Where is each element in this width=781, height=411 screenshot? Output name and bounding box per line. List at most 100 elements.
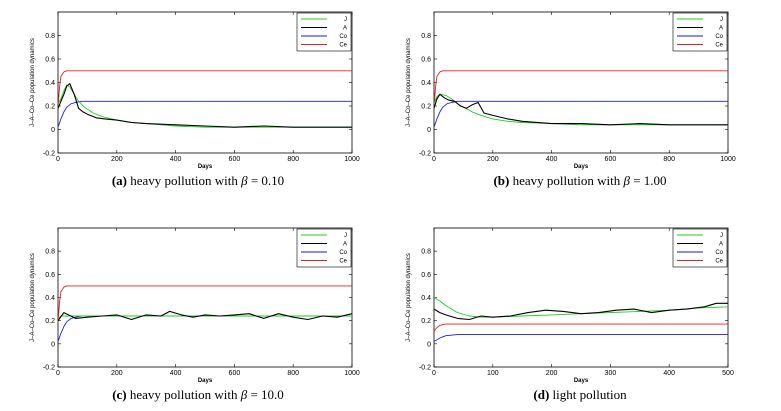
y-tick-label: 0.6 xyxy=(45,272,55,279)
y-axis-label: J–A–Co–Ce population dynamics xyxy=(30,253,36,342)
x-tick-label: 400 xyxy=(170,370,182,377)
x-axis-label: Days xyxy=(574,164,589,170)
y-tick-label: 0.4 xyxy=(421,295,431,302)
chart-panel-c: 0 200 400 600 800 1000-0.200.20.40.60.8DaysJ–… xyxy=(30,227,360,402)
series-line-a xyxy=(434,302,728,321)
chart-caption: (a) heavy pollution with β = 0.10 xyxy=(112,173,284,188)
legend-label-co: Co xyxy=(339,34,347,40)
legend-label-j: J xyxy=(344,17,347,23)
legend-label-j: J xyxy=(720,17,723,23)
chart-caption: (b) heavy pollution with β = 1.00 xyxy=(493,173,666,188)
legend-label-co: Co xyxy=(715,34,723,40)
y-tick-label: -0.2 xyxy=(43,151,55,158)
x-tick-label: 400 xyxy=(546,156,558,163)
caption-tag: (b) xyxy=(493,173,512,188)
y-tick-label: 0.8 xyxy=(45,249,55,256)
series-line-a xyxy=(58,310,352,322)
caption-value: = 0.10 xyxy=(248,173,285,188)
legend-label-ce: Ce xyxy=(339,259,347,265)
legend-label-j: J xyxy=(720,233,723,239)
caption-symbol: β xyxy=(240,387,248,402)
x-tick-label: 600 xyxy=(605,156,617,163)
x-axis-label: Days xyxy=(574,378,589,384)
chart-panel-a: 0 200 400 600 800 1000-0.200.20.40.60.8DaysJ–… xyxy=(30,11,360,188)
legend: JA Co Ce xyxy=(672,12,728,52)
y-tick-label: -0.2 xyxy=(419,151,431,158)
caption-text: heavy pollution with xyxy=(130,387,241,402)
x-tick-label: 200 xyxy=(487,156,499,163)
caption-symbol: β xyxy=(240,173,248,188)
y-tick-label: 0 xyxy=(51,127,55,134)
legend-label-co: Co xyxy=(339,250,347,256)
legend-label-ce: Ce xyxy=(715,43,723,49)
legend-label-a: A xyxy=(343,242,347,248)
caption-tag: (d) xyxy=(533,387,552,402)
y-tick-label: 0.2 xyxy=(421,318,431,325)
caption-text: heavy pollution with xyxy=(513,173,624,188)
series-line-co xyxy=(58,100,352,128)
x-tick-label: 200 xyxy=(111,370,123,377)
y-tick-label: 0.4 xyxy=(45,295,55,302)
chart-caption: (d) light pollution xyxy=(533,387,627,402)
x-tick-label: 1000 xyxy=(720,156,736,163)
x-tick-label: 800 xyxy=(287,370,299,377)
y-tick-label: 0 xyxy=(427,341,431,348)
y-axis-label: J–A–Co–Ce population dynamics xyxy=(406,38,412,127)
caption-text: heavy pollution with xyxy=(130,173,241,188)
caption-value: = 1.00 xyxy=(630,173,667,188)
x-tick-label: 0 xyxy=(432,370,436,377)
x-tick-label: 300 xyxy=(605,370,617,377)
y-tick-label: 0.2 xyxy=(45,318,55,325)
x-tick-label: 800 xyxy=(287,156,299,163)
chart-panel-d: 0 100 200 300 400 500-0.200.20.40.60.8DaysJ–A… xyxy=(406,227,734,402)
y-tick-label: 0.4 xyxy=(45,80,55,87)
legend-label-co: Co xyxy=(715,250,723,256)
series-line-ce xyxy=(58,70,352,109)
y-axis-label: J–A–Co–Ce population dynamics xyxy=(30,38,36,127)
x-tick-label: 0 xyxy=(432,156,436,163)
y-tick-label: 0.6 xyxy=(421,272,431,279)
series-line-ce xyxy=(434,323,728,332)
x-tick-label: 200 xyxy=(546,370,558,377)
legend-label-a: A xyxy=(719,26,723,32)
legend-label-a: A xyxy=(719,242,723,248)
x-tick-label: 500 xyxy=(722,370,734,377)
y-tick-label: 0.2 xyxy=(421,104,431,111)
legend-label-j: J xyxy=(344,233,347,239)
x-tick-label: 0 xyxy=(56,370,60,377)
series-line-co xyxy=(434,100,728,128)
y-tick-label: 0 xyxy=(427,127,431,134)
y-axis-label: J–A–Co–Ce population dynamics xyxy=(406,253,412,342)
x-tick-label: 600 xyxy=(229,370,241,377)
caption-symbol: β xyxy=(622,173,630,188)
chart-panel-b: 0 200 400 600 800 1000-0.200.20.40.60.8DaysJ–… xyxy=(406,11,736,188)
y-tick-label: 0.8 xyxy=(421,33,431,40)
legend-label-ce: Ce xyxy=(715,259,723,265)
x-tick-label: 100 xyxy=(487,370,499,377)
x-tick-label: 800 xyxy=(663,156,675,163)
y-tick-label: -0.2 xyxy=(43,365,55,372)
caption-tag: (a) xyxy=(112,173,130,188)
x-tick-label: 400 xyxy=(663,370,675,377)
series-line-j xyxy=(434,297,728,318)
y-tick-label: 0 xyxy=(51,341,55,348)
legend: JA Co Ce xyxy=(296,228,352,268)
y-tick-label: -0.2 xyxy=(419,365,431,372)
x-tick-label: 200 xyxy=(111,156,123,163)
caption-text: light pollution xyxy=(553,387,628,402)
legend-label-ce: Ce xyxy=(339,43,347,49)
y-tick-label: 0.4 xyxy=(421,80,431,87)
x-tick-label: 400 xyxy=(170,156,182,163)
legend-label-a: A xyxy=(343,26,347,32)
series-line-ce xyxy=(434,70,728,109)
y-tick-label: 0.8 xyxy=(421,249,431,256)
x-tick-label: 600 xyxy=(229,156,241,163)
legend: JA Co Ce xyxy=(296,12,352,52)
series-line-a xyxy=(58,83,352,128)
series-line-j xyxy=(434,93,728,126)
x-tick-label: 1000 xyxy=(344,156,360,163)
series-line-ce xyxy=(58,285,352,324)
y-tick-label: 0.6 xyxy=(45,57,55,64)
y-tick-label: 0.8 xyxy=(45,33,55,40)
